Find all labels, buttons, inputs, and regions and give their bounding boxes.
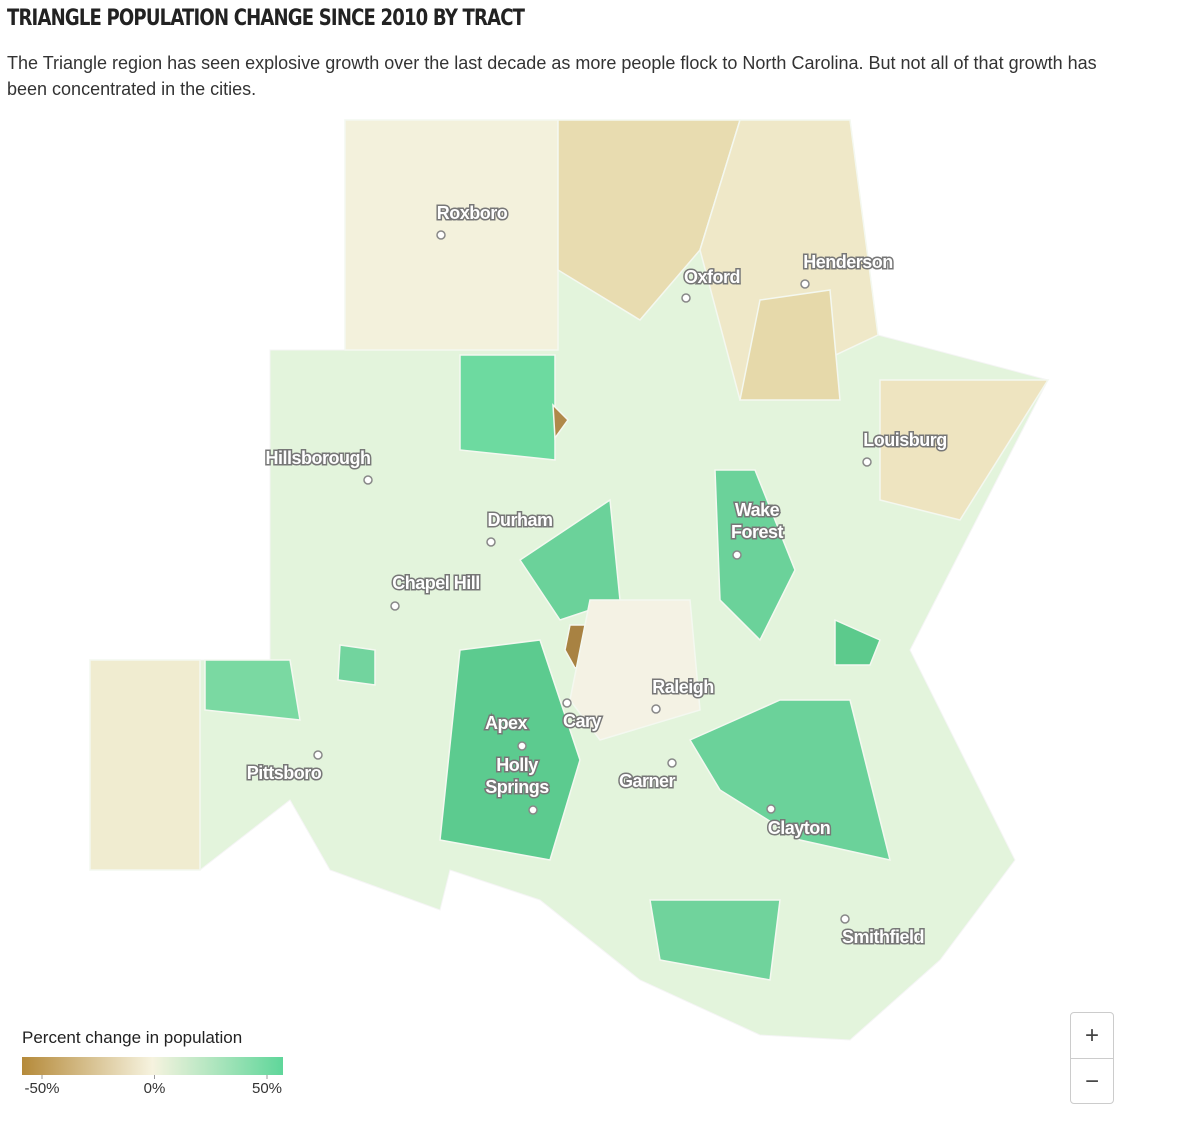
city-dot: [562, 698, 572, 708]
zoom-out[interactable]: −: [1084, 1068, 1099, 1095]
city-dot: [667, 758, 677, 768]
city-dot: [363, 475, 373, 485]
city-dot: [517, 741, 527, 751]
city-label: Wake: [735, 500, 780, 520]
city-dot: [800, 279, 810, 289]
city-label: Raleigh: [652, 677, 714, 697]
city-dot: [681, 293, 691, 303]
legend-tick-label: 0%: [144, 1080, 166, 1097]
city-dot: [862, 457, 872, 467]
city-label: Cary: [563, 711, 602, 731]
city-label: Hillsborough: [266, 448, 371, 468]
city-label: Louisburg: [863, 430, 947, 450]
city-dot: [732, 550, 742, 560]
city-label: Forest: [731, 522, 784, 542]
city-dot: [651, 704, 661, 714]
city-dot: [766, 804, 776, 814]
city-label: Durham: [487, 510, 552, 530]
city-label: Holly: [496, 755, 538, 775]
legend-title: Percent change in population: [22, 1028, 242, 1047]
zoom-control: + −: [1070, 1012, 1114, 1104]
city-label: Springs: [485, 777, 549, 797]
city-label: Pittsboro: [247, 763, 322, 783]
tracts: [89, 119, 1050, 981]
city-label: Garner: [619, 771, 676, 791]
city-label: Clayton: [768, 818, 831, 838]
city-label: Roxboro: [437, 203, 508, 223]
legend-tick-label: 50%: [252, 1080, 282, 1097]
city-dot: [486, 537, 496, 547]
city-label: Henderson: [803, 252, 893, 272]
legend-bar: [22, 1057, 283, 1075]
city-dot: [528, 805, 538, 815]
city-label: Apex: [485, 713, 528, 733]
city-dot: [313, 750, 323, 760]
city-label: Smithfield: [842, 927, 924, 947]
city-dot: [436, 230, 446, 240]
legend-tick-label: -50%: [24, 1080, 59, 1097]
zoom-in[interactable]: +: [1071, 1013, 1113, 1059]
city-dot: [840, 914, 850, 924]
title: TRIANGLE POPULATION CHANGE SINCE 2010 BY…: [7, 6, 525, 31]
subtitle: The Triangle region has seen explosive g…: [7, 53, 1097, 99]
city-label: Oxford: [684, 267, 740, 287]
city-label: Chapel Hill: [392, 573, 480, 593]
city-dot: [390, 601, 400, 611]
